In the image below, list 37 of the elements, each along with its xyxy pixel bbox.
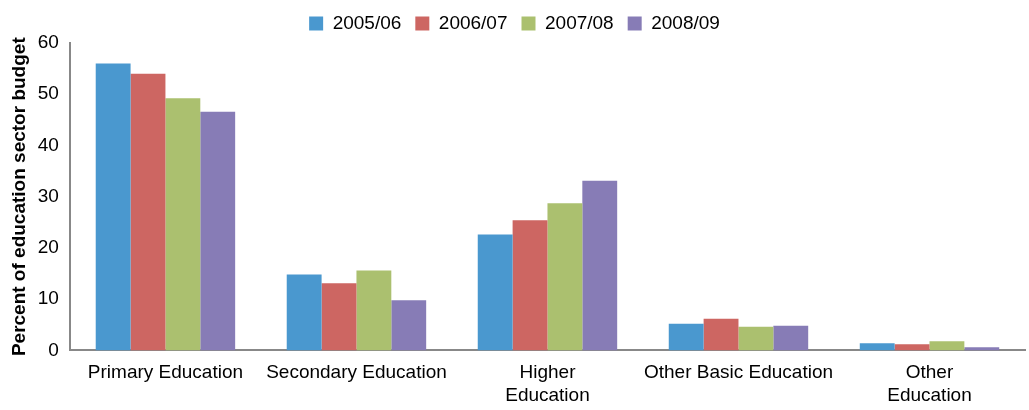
bar (286, 274, 322, 351)
bar (668, 323, 704, 351)
x-tick-label: Secondary Education (266, 361, 447, 383)
x-tick-label: Other Education (887, 361, 972, 405)
bar (738, 326, 774, 351)
bar (95, 63, 131, 351)
x-tick-label: Other Basic Education (643, 361, 833, 383)
bar (477, 234, 513, 351)
bar (964, 347, 1000, 351)
legend-label: 2006/07 (438, 11, 508, 33)
x-tick-label: Primary Education (87, 361, 244, 383)
bar (512, 220, 548, 351)
y-tick-label: 60 (37, 31, 59, 53)
x-tick-label: Higher Education (505, 361, 590, 405)
bar (582, 180, 618, 351)
y-tick-label: 20 (37, 236, 59, 258)
y-tick-label: 10 (37, 287, 59, 309)
bar (859, 343, 895, 351)
bar (547, 203, 583, 351)
bar (391, 300, 427, 351)
bar (165, 98, 201, 351)
bar (356, 270, 392, 351)
legend-label: 2008/09 (651, 11, 720, 33)
legend-label: 2005/06 (332, 11, 402, 33)
bar (894, 344, 930, 351)
bar (321, 283, 357, 351)
bar (200, 111, 236, 351)
bar (773, 325, 809, 351)
bar (929, 341, 965, 351)
legend-label: 2007/08 (545, 11, 614, 33)
y-tick-label: 30 (37, 184, 59, 206)
y-tick-label: 40 (37, 133, 59, 155)
bar (130, 73, 166, 351)
y-tick-label: 0 (48, 338, 59, 360)
y-axis-title: Percent of education sector budget (7, 36, 29, 357)
bar (703, 318, 739, 351)
y-tick-label: 50 (37, 82, 59, 104)
